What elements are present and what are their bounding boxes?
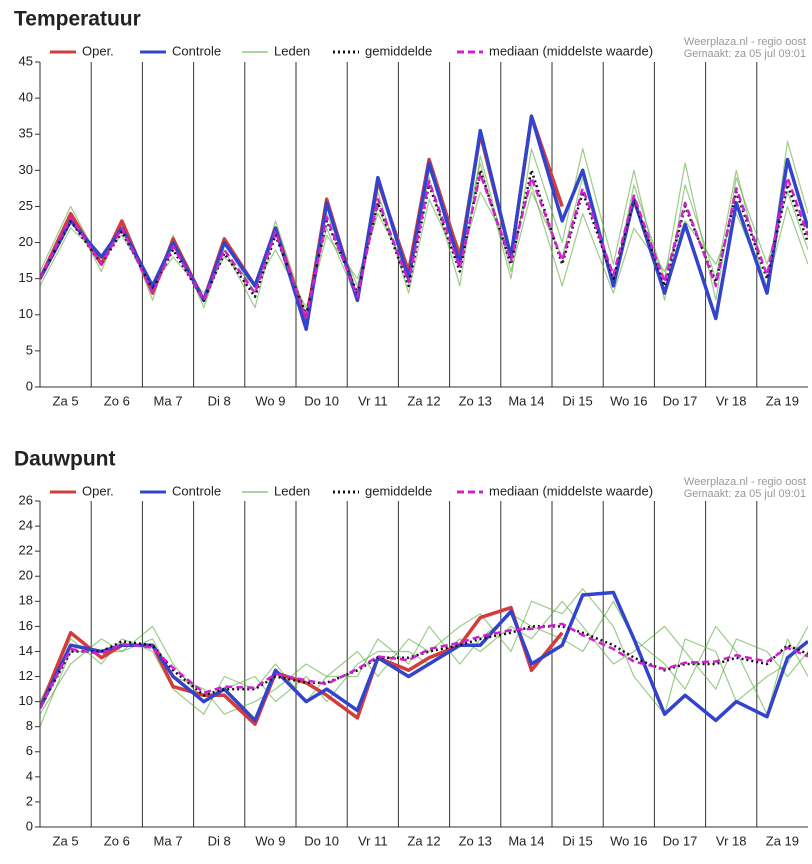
chart-title: Temperatuur bbox=[14, 8, 141, 31]
x-tick-label: Vr 18 bbox=[716, 393, 747, 408]
source-note: Weerplaza.nl - regio oost bbox=[684, 36, 806, 48]
y-tick-label: 16 bbox=[19, 618, 33, 633]
y-tick-label: 6 bbox=[26, 743, 33, 758]
source-note: Weerplaza.nl - regio oost bbox=[684, 476, 806, 488]
x-tick-label: Ma 14 bbox=[508, 833, 544, 848]
y-tick-label: 35 bbox=[19, 126, 33, 141]
y-tick-label: 12 bbox=[19, 668, 33, 683]
x-tick-label: Zo 6 bbox=[104, 833, 130, 848]
x-tick-label: Di 15 bbox=[562, 393, 592, 408]
y-tick-label: 10 bbox=[19, 693, 33, 708]
x-tick-label: Wo 16 bbox=[610, 393, 647, 408]
y-tick-label: 15 bbox=[19, 270, 33, 285]
y-tick-label: 24 bbox=[19, 518, 33, 533]
y-tick-label: 0 bbox=[26, 378, 33, 393]
x-tick-label: Wo 16 bbox=[610, 833, 647, 848]
x-tick-label: Za 12 bbox=[407, 393, 440, 408]
legend-label: gemiddelde bbox=[365, 483, 432, 498]
legend-label: Oper. bbox=[82, 483, 114, 498]
x-tick-label: Do 10 bbox=[304, 393, 339, 408]
y-tick-label: 40 bbox=[19, 90, 33, 105]
x-tick-label: Za 19 bbox=[766, 393, 799, 408]
series-line bbox=[40, 605, 564, 726]
x-tick-label: Do 17 bbox=[663, 833, 698, 848]
legend-label: Controle bbox=[172, 483, 221, 498]
y-tick-label: 18 bbox=[19, 593, 33, 608]
source-note: Gemaakt: za 05 jul 09:01 bbox=[684, 488, 806, 500]
x-tick-label: Za 5 bbox=[53, 393, 79, 408]
y-tick-label: 26 bbox=[19, 492, 33, 507]
y-tick-label: 4 bbox=[26, 768, 33, 783]
series-line bbox=[40, 600, 808, 715]
x-tick-label: Ma 7 bbox=[154, 833, 183, 848]
y-tick-label: 10 bbox=[19, 306, 33, 321]
x-tick-label: Za 12 bbox=[407, 833, 440, 848]
x-tick-label: Wo 9 bbox=[255, 833, 285, 848]
x-tick-label: Za 19 bbox=[766, 833, 799, 848]
y-tick-label: 20 bbox=[19, 234, 33, 249]
series-line bbox=[40, 184, 808, 309]
y-tick-label: 8 bbox=[26, 718, 33, 733]
x-tick-label: Zo 6 bbox=[104, 393, 130, 408]
plot bbox=[40, 114, 808, 331]
x-tick-label: Do 10 bbox=[304, 833, 339, 848]
x-tick-label: Di 15 bbox=[562, 833, 592, 848]
x-tick-label: Do 17 bbox=[663, 393, 698, 408]
legend-label: Oper. bbox=[82, 43, 114, 58]
series-line bbox=[40, 114, 808, 331]
x-tick-label: Ma 7 bbox=[154, 393, 183, 408]
x-tick-label: Vr 11 bbox=[358, 393, 388, 408]
plot bbox=[40, 588, 808, 727]
series-line bbox=[40, 622, 808, 709]
legend-label: gemiddelde bbox=[365, 43, 432, 58]
x-tick-label: Za 5 bbox=[53, 833, 79, 848]
chart: Dauwpunt Weerplaza.nl - regio oostGemaakt… bbox=[14, 448, 808, 848]
source-note: Gemaakt: za 05 jul 09:01 bbox=[684, 48, 806, 60]
y-tick-label: 5 bbox=[26, 342, 33, 357]
x-tick-label: Zo 13 bbox=[459, 833, 492, 848]
series-line bbox=[40, 590, 808, 723]
x-tick-label: Ma 14 bbox=[508, 393, 544, 408]
legend-label: Leden bbox=[274, 43, 310, 58]
x-tick-label: Vr 11 bbox=[358, 833, 388, 848]
y-tick-label: 22 bbox=[19, 543, 33, 558]
x-tick-label: Vr 18 bbox=[716, 833, 747, 848]
chart: Temperatuur Weerplaza.nl - regio oostGema… bbox=[14, 8, 808, 408]
y-tick-label: 30 bbox=[19, 162, 33, 177]
chart-title: Dauwpunt bbox=[14, 448, 115, 471]
legend-label: Controle bbox=[172, 43, 221, 58]
y-tick-label: 45 bbox=[19, 53, 33, 68]
y-tick-label: 2 bbox=[26, 793, 33, 808]
legend-label: mediaan (middelste waarde) bbox=[489, 43, 653, 58]
x-tick-label: Di 8 bbox=[208, 393, 231, 408]
series-line bbox=[40, 172, 808, 320]
x-tick-label: Zo 13 bbox=[459, 393, 492, 408]
y-tick-label: 0 bbox=[26, 818, 33, 833]
y-tick-label: 20 bbox=[19, 568, 33, 583]
y-tick-label: 14 bbox=[19, 643, 33, 658]
series-line bbox=[40, 625, 808, 709]
legend-label: mediaan (middelste waarde) bbox=[489, 483, 653, 498]
x-tick-label: Di 8 bbox=[208, 833, 231, 848]
x-tick-label: Wo 9 bbox=[255, 393, 285, 408]
legend-label: Leden bbox=[274, 483, 310, 498]
y-tick-label: 25 bbox=[19, 198, 33, 213]
